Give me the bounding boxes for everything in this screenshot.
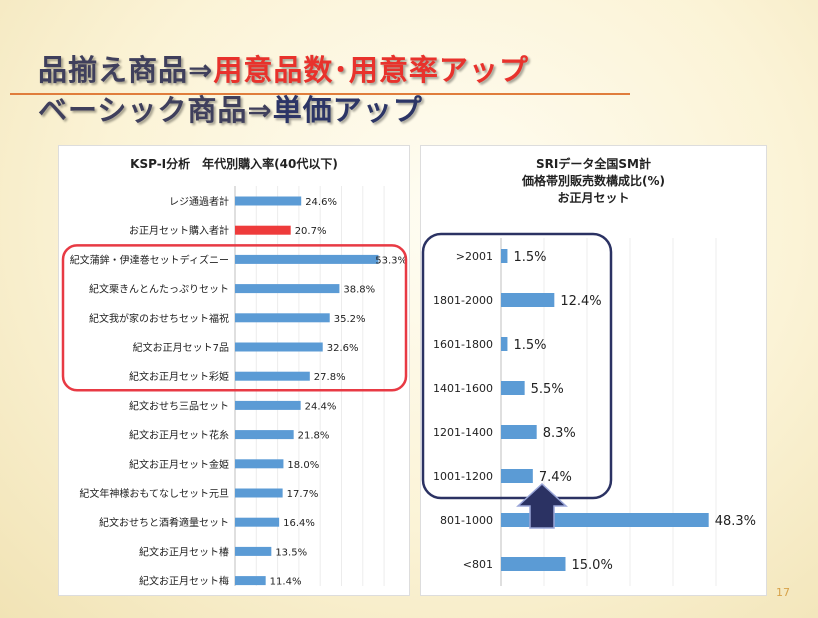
right-category-label: 1401-1600 xyxy=(433,382,493,395)
right-category-label: 801-1000 xyxy=(440,514,493,527)
right-bar xyxy=(501,425,537,439)
left-bar xyxy=(235,576,266,586)
left-bar xyxy=(235,517,280,527)
left-bar xyxy=(235,254,379,264)
right-category-label: <801 xyxy=(463,558,493,571)
left-data-label: 18.0% xyxy=(287,460,319,471)
left-data-label: 24.6% xyxy=(305,197,337,208)
right-bar xyxy=(501,381,525,395)
left-bar xyxy=(235,430,294,440)
left-data-label: 35.2% xyxy=(334,314,366,325)
left-bar xyxy=(235,313,330,323)
left-data-label: 53.3% xyxy=(375,255,407,266)
left-bar xyxy=(235,371,310,381)
left-category-label: 紀文おせちと酒肴適量セット xyxy=(99,516,229,529)
page-number: 17 xyxy=(776,586,790,599)
left-category-label: 紀文我が家のおせちセット福祝 xyxy=(89,312,229,325)
right-category-label: 1601-1800 xyxy=(433,338,493,351)
left-data-label: 20.7% xyxy=(295,226,327,237)
slide-title-line1: 品揃え商品⇒用意品数･用意率アップ xyxy=(38,52,529,88)
left-category-label: 紀文おせち三品セット xyxy=(129,399,229,412)
left-category-label: 紀文お正月セット椿 xyxy=(139,545,229,558)
left-data-label: 24.4% xyxy=(305,401,337,412)
right-data-label: 1.5% xyxy=(513,338,546,353)
left-chart: レジ通過者計 24.6% お正月セット購入者計 20.7% 紀文蒲鉾・伊達巻セットディズ… xyxy=(61,186,408,588)
right-chart-subtitle: 価格帯別販売数構成比(%) xyxy=(522,174,665,188)
title-line2-emphasis: 単価アップ xyxy=(272,93,423,127)
left-data-label: 21.8% xyxy=(298,431,330,442)
left-data-label: 32.6% xyxy=(327,343,359,354)
right-bar xyxy=(501,293,555,307)
right-highlight-box xyxy=(421,232,613,500)
left-bar xyxy=(235,225,291,235)
left-chart-panel: KSP-I分析 年代別購入率(40代以下) レジ通過者計 24.6% お正月セット購… xyxy=(58,145,410,596)
left-data-label: 17.7% xyxy=(287,489,319,500)
right-chart-subtitle2: お正月セット xyxy=(557,191,630,205)
right-bar xyxy=(501,469,533,483)
right-data-label: 1.5% xyxy=(513,250,546,265)
left-category-label: 紀文お正月セット彩姫 xyxy=(129,370,229,383)
right-data-label: 7.4% xyxy=(539,470,572,485)
left-data-label: 13.5% xyxy=(275,547,307,558)
right-category-label: >2001 xyxy=(456,250,493,263)
title-line1-prefix: 品揃え商品⇒ xyxy=(38,53,214,87)
left-bar xyxy=(235,342,323,352)
left-data-label: 38.8% xyxy=(343,285,375,296)
right-data-label: 12.4% xyxy=(560,294,601,309)
right-category-label: 1201-1400 xyxy=(433,426,493,439)
left-category-label: 紀文栗きんとんたっぷりセット xyxy=(89,283,229,296)
right-chart: >2001 1.5% 1801-2000 12.4% 1601-1800 1.5% 1401… xyxy=(421,232,756,586)
right-chart-title: SRIデータ全国SM計 xyxy=(536,157,651,171)
left-chart-title: KSP-I分析 年代別購入率(40代以下) xyxy=(130,157,338,171)
right-category-label: 1801-2000 xyxy=(433,294,493,307)
right-data-label: 5.5% xyxy=(531,382,564,397)
left-bar xyxy=(235,488,283,498)
left-data-label: 27.8% xyxy=(314,372,346,383)
slide-title-line2: ベーシック商品⇒単価アップ xyxy=(38,92,423,128)
right-data-label: 48.3% xyxy=(715,514,756,529)
left-data-label: 16.4% xyxy=(283,518,315,529)
left-category-label: 紀文お正月セット花糸 xyxy=(129,429,229,442)
right-bar xyxy=(501,337,508,351)
title-underline xyxy=(10,93,630,95)
left-highlight-box xyxy=(61,244,408,392)
left-bar xyxy=(235,284,340,294)
right-chart-panel: SRIデータ全国SM計 価格帯別販売数構成比(%) お正月セット >2001 1.… xyxy=(420,145,767,596)
title-line2-prefix: ベーシック商品⇒ xyxy=(38,93,273,127)
left-category-label: 紀文お正月セット梅 xyxy=(139,575,229,588)
left-bar xyxy=(235,400,301,410)
up-arrow-icon xyxy=(516,482,568,529)
left-bar xyxy=(235,196,302,206)
left-category-label: 紀文蒲鉾・伊達巻セットディズニー xyxy=(70,253,229,266)
left-bar xyxy=(235,459,284,469)
left-category-label: 紀文年神様おもてなしセット元旦 xyxy=(79,487,229,500)
right-data-label: 15.0% xyxy=(572,558,613,573)
left-category-label: 紀文お正月セット金姫 xyxy=(129,458,229,471)
right-data-label: 8.3% xyxy=(543,426,576,441)
left-category-label: 紀文お正月セット7品 xyxy=(133,341,229,354)
right-bar xyxy=(501,557,566,571)
left-data-label: 11.4% xyxy=(270,577,302,588)
left-category-label: お正月セット購入者計 xyxy=(129,224,229,237)
title-line1-emphasis: 用意品数･用意率アップ xyxy=(213,53,529,87)
right-category-label: 1001-1200 xyxy=(433,470,493,483)
right-bar xyxy=(501,249,508,263)
left-bar xyxy=(235,546,272,556)
left-category-label: レジ通過者計 xyxy=(169,195,229,208)
